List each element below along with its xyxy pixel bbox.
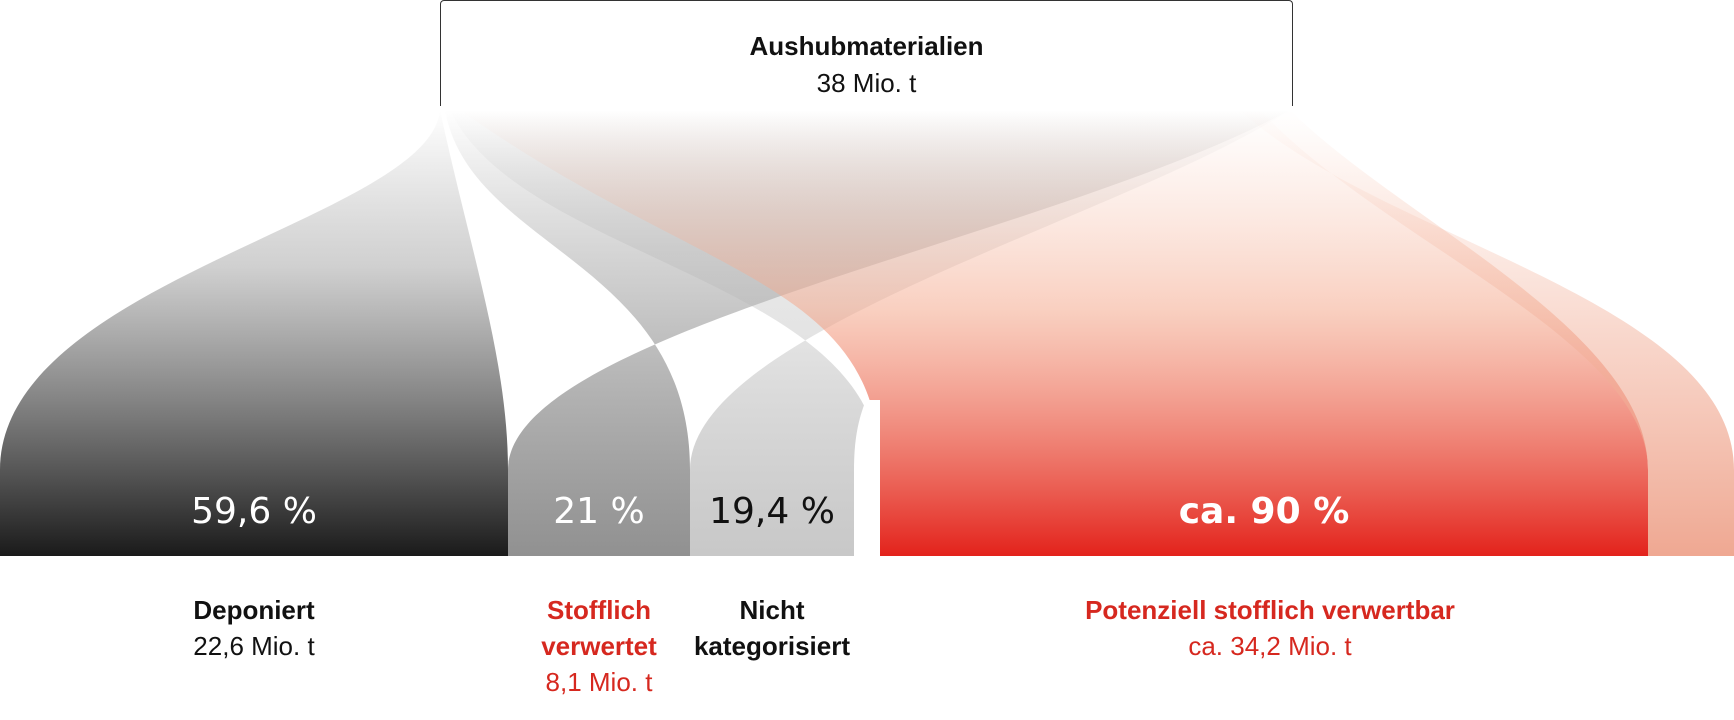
gap-separator <box>854 400 880 556</box>
percent-verwertet: 21 % <box>553 491 645 532</box>
flow-potenziell-outer <box>1240 110 1734 556</box>
label-nicht-name-1: Nicht <box>739 595 805 625</box>
label-potenziell-value: ca. 34,2 Mio. t <box>1188 631 1352 661</box>
percent-nicht-kategorisiert: 19,4 % <box>709 491 835 532</box>
source-title: Aushubmaterialien <box>749 31 984 61</box>
label-nicht-name-2: kategorisiert <box>693 631 851 661</box>
label-deponiert: Deponiert 22,6 Mio. t <box>104 592 404 664</box>
percent-potenziell: ca. 90 % <box>1178 491 1350 532</box>
label-potenziell-name: Potenziell stofflich verwertbar <box>1085 595 1455 625</box>
label-deponiert-value: 22,6 Mio. t <box>193 631 315 661</box>
label-deponiert-name: Deponiert <box>193 595 315 625</box>
flow-deponiert <box>0 110 508 556</box>
label-verwertet-value: 8,1 Mio. t <box>545 667 653 697</box>
label-verwertet: Stofflich verwertet 8,1 Mio. t <box>508 592 690 700</box>
percent-deponiert: 59,6 % <box>191 491 317 532</box>
label-potenziell: Potenziell stofflich verwertbar ca. 34,2… <box>980 592 1560 664</box>
source-value: 38 Mio. t <box>816 68 917 98</box>
flow-potenziell <box>460 110 1648 556</box>
label-verwertet-name-2: verwertet <box>541 631 657 661</box>
source-node: Aushubmaterialien 38 Mio. t <box>440 0 1293 106</box>
label-nicht-kategorisiert: Nicht kategorisiert <box>680 592 864 664</box>
label-verwertet-name-1: Stofflich <box>547 595 651 625</box>
